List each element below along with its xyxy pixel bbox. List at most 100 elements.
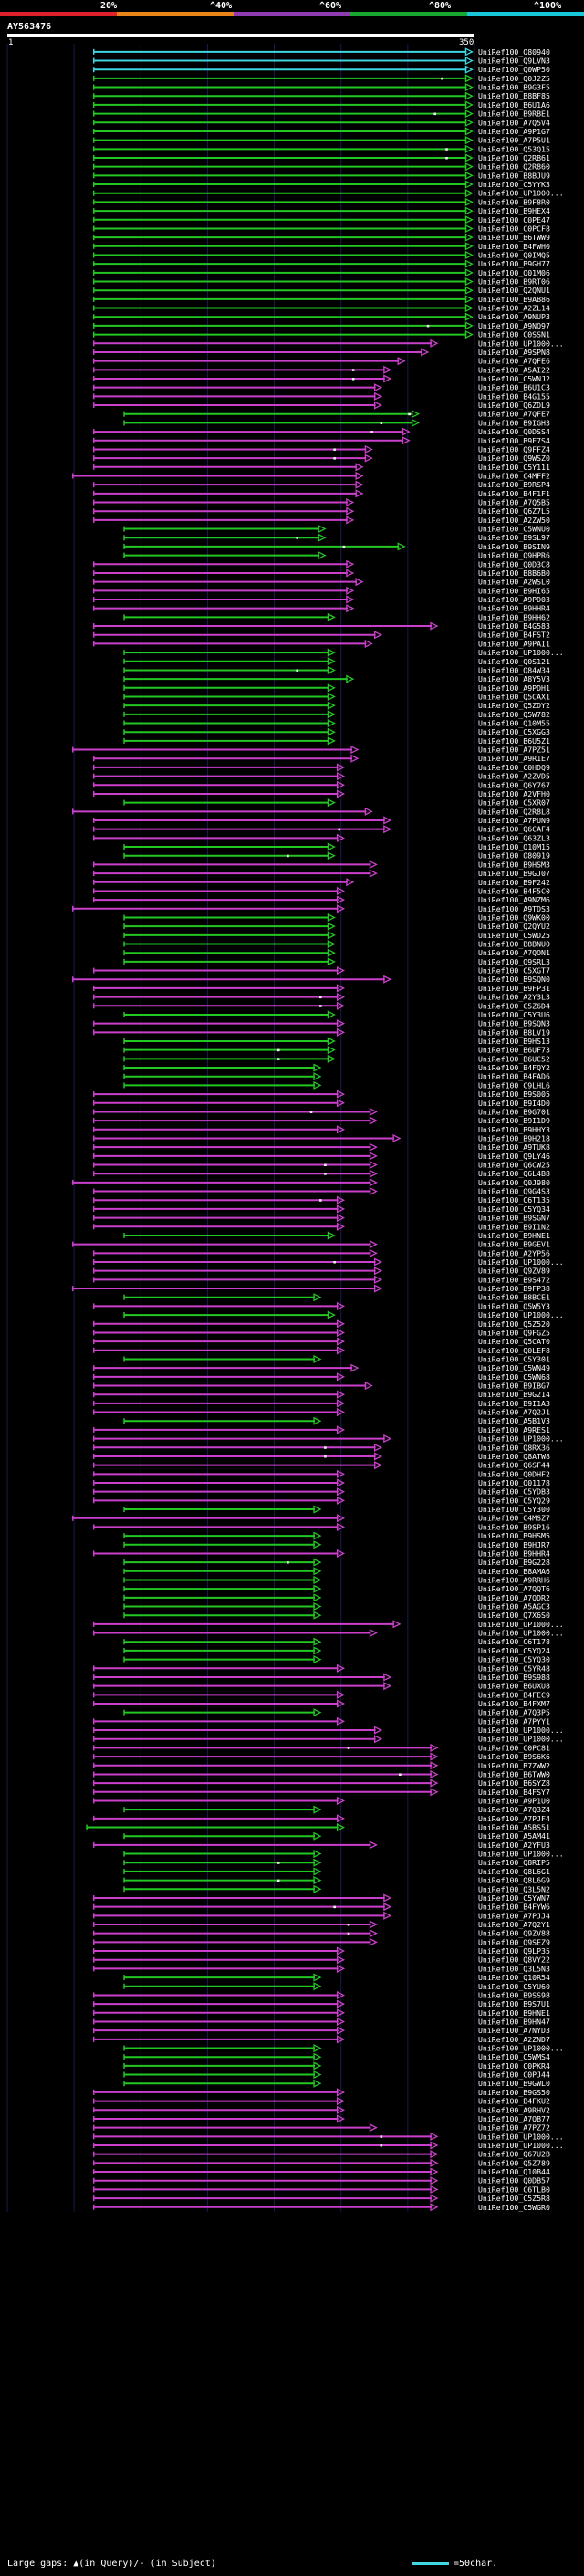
hit-label[interactable]: UniRef100_Q01178 xyxy=(478,1478,550,1487)
hit-row[interactable]: UniRef100_B9F242 xyxy=(92,878,550,887)
hit-label[interactable]: UniRef100_B6UXU8 xyxy=(478,1682,550,1691)
hit-label[interactable]: UniRef100_Q8L6G1 xyxy=(478,1867,550,1876)
hit-label[interactable]: UniRef100_C5Y300 xyxy=(478,1505,550,1514)
hit-row[interactable]: UniRef100_A9RHV2 xyxy=(92,2105,550,2114)
hit-row[interactable]: UniRef100_B9IGH3 xyxy=(123,418,550,427)
hit-label[interactable]: UniRef100_UP1000... xyxy=(478,1735,564,1744)
hit-row[interactable]: UniRef100_B9G214 xyxy=(92,1390,550,1399)
hit-row[interactable]: UniRef100_C0PE47 xyxy=(92,215,550,224)
hit-row[interactable]: UniRef100_B4FQY2 xyxy=(123,1063,550,1072)
hit-label[interactable]: UniRef100_C0PE47 xyxy=(478,215,550,224)
hit-label[interactable]: UniRef100_B9G3F5 xyxy=(478,83,550,92)
hit-label[interactable]: UniRef100_B8LV19 xyxy=(478,1027,550,1037)
hit-label[interactable]: UniRef100_Q7X6S0 xyxy=(478,1611,550,1620)
hit-row[interactable]: UniRef100_UP1000... xyxy=(92,1620,564,1629)
hit-label[interactable]: UniRef100_A5AI22 xyxy=(478,365,550,374)
hit-label[interactable]: UniRef100_Q10M15 xyxy=(478,842,550,851)
hit-row[interactable]: UniRef100_A7QDR2 xyxy=(123,1593,550,1602)
hit-label[interactable]: UniRef100_C5WNU0 xyxy=(478,525,550,534)
hit-label[interactable]: UniRef100_C5Y111 xyxy=(478,463,550,472)
hit-row[interactable]: UniRef100_B6U1A6 xyxy=(92,100,550,110)
hit-row[interactable]: UniRef100_B9HEX4 xyxy=(92,206,550,215)
hit-row[interactable]: UniRef100_A2ZND7 xyxy=(92,2035,550,2044)
hit-label[interactable]: UniRef100_C0HDQ9 xyxy=(478,763,550,772)
hit-label[interactable]: UniRef100_A7QFE6 xyxy=(478,357,550,366)
hit-label[interactable]: UniRef100_B9G701 xyxy=(478,1107,550,1116)
hit-label[interactable]: UniRef100_C5YWN7 xyxy=(478,1893,550,1903)
hit-label[interactable]: UniRef100_B9SIN9 xyxy=(478,542,550,551)
hit-row[interactable]: UniRef100_C5YR48 xyxy=(92,1663,550,1673)
hit-row[interactable]: UniRef100_C5YDB3 xyxy=(92,1487,550,1497)
hit-row[interactable]: UniRef100_B8BF85 xyxy=(92,91,550,100)
hit-label[interactable]: UniRef100_Q0WP50 xyxy=(478,65,550,74)
hit-row[interactable]: UniRef100_B9S6K6 xyxy=(92,1752,550,1761)
hit-label[interactable]: UniRef100_B9SS98 xyxy=(478,1990,550,1999)
hit-label[interactable]: UniRef100_B4FST2 xyxy=(478,631,550,640)
hit-label[interactable]: UniRef100_B9RBE1 xyxy=(478,110,550,119)
hit-row[interactable]: UniRef100_Q9SRL3 xyxy=(123,957,550,966)
hit-label[interactable]: UniRef100_A7PJJ4 xyxy=(478,1911,550,1920)
hit-row[interactable]: UniRef100_C5Y301 xyxy=(123,1354,550,1363)
hit-label[interactable]: UniRef100_Q5CAT0 xyxy=(478,1337,550,1346)
hit-label[interactable]: UniRef100_C5YQ30 xyxy=(478,1655,550,1664)
hit-row[interactable]: UniRef100_A7Q5B5 xyxy=(92,498,550,507)
hit-row[interactable]: UniRef100_B8BCE1 xyxy=(123,1293,550,1302)
hit-label[interactable]: UniRef100_A7NYD3 xyxy=(478,2026,550,2035)
hit-row[interactable]: UniRef100_A2YFU3 xyxy=(92,1841,550,1850)
hit-label[interactable]: UniRef100_Q5ZDY2 xyxy=(478,701,550,710)
hit-label[interactable]: UniRef100_A5AGC3 xyxy=(478,1602,550,1611)
hit-row[interactable]: UniRef100_B9GS50 xyxy=(92,2088,550,2097)
hit-row[interactable]: UniRef100_B9SQN3 xyxy=(92,1019,550,1028)
hit-label[interactable]: UniRef100_C5Y3U6 xyxy=(478,1010,550,1019)
hit-row[interactable]: UniRef100_A5AGC3 xyxy=(123,1602,550,1611)
hit-row[interactable]: UniRef100_Q10M55 xyxy=(123,719,550,728)
hit-row[interactable]: UniRef100_Q0J980 xyxy=(71,1178,550,1187)
hit-label[interactable]: UniRef100_C5WN68 xyxy=(478,1372,550,1382)
hit-label[interactable]: UniRef100_A7PYY1 xyxy=(478,1716,550,1726)
hit-label[interactable]: UniRef100_B9I4D0 xyxy=(478,1099,550,1108)
hit-label[interactable]: UniRef100_B8BNU0 xyxy=(478,940,550,949)
hit-row[interactable]: UniRef100_Q10M15 xyxy=(123,842,550,851)
hit-row[interactable]: UniRef100_B4FSY7 xyxy=(92,1788,550,1797)
hit-row[interactable]: UniRef100_Q10B44 xyxy=(92,2167,550,2176)
hit-row[interactable]: UniRef100_A2ZL14 xyxy=(92,304,550,313)
hit-label[interactable]: UniRef100_Q9SEZ9 xyxy=(478,1937,550,1946)
hit-label[interactable]: UniRef100_B9HI65 xyxy=(478,586,550,595)
hit-label[interactable]: UniRef100_C5WMS4 xyxy=(478,2052,550,2061)
hit-row[interactable]: UniRef100_Q6Z7L5 xyxy=(92,506,550,516)
hit-row[interactable]: UniRef100_C5WGR0 xyxy=(92,2203,550,2212)
hit-row[interactable]: UniRef100_Q67U2B xyxy=(92,2150,550,2159)
hit-row[interactable]: UniRef100_Q7X6S0 xyxy=(123,1611,550,1620)
hit-label[interactable]: UniRef100_B9SGN7 xyxy=(478,1214,550,1223)
hit-label[interactable]: UniRef100_O80919 xyxy=(478,851,550,860)
hit-label[interactable]: UniRef100_C5Y301 xyxy=(478,1354,550,1363)
hit-label[interactable]: UniRef100_A7Q2Y1 xyxy=(478,1920,550,1929)
hit-row[interactable]: UniRef100_Q9LP35 xyxy=(92,1946,550,1955)
hit-row[interactable]: UniRef100_A5AI22 xyxy=(92,365,550,374)
hit-label[interactable]: UniRef100_Q0LEF8 xyxy=(478,1346,550,1355)
hit-label[interactable]: UniRef100_B9G228 xyxy=(478,1558,550,1567)
hit-label[interactable]: UniRef100_Q10B44 xyxy=(478,2167,550,2176)
hit-label[interactable]: UniRef100_B9FP31 xyxy=(478,984,550,993)
hit-row[interactable]: UniRef100_C5Z5R8 xyxy=(92,2194,550,2203)
hit-label[interactable]: UniRef100_Q0S121 xyxy=(478,657,550,666)
hit-row[interactable]: UniRef100_UP1000... xyxy=(92,339,564,348)
hit-label[interactable]: UniRef100_B9RT06 xyxy=(478,277,550,287)
hit-label[interactable]: UniRef100_Q0DB57 xyxy=(478,2176,550,2185)
hit-row[interactable]: UniRef100_Q0D3C8 xyxy=(92,559,550,568)
hit-label[interactable]: UniRef100_A2YFU3 xyxy=(478,1841,550,1850)
hit-row[interactable]: UniRef100_A7Q2Y1 xyxy=(92,1920,550,1929)
hit-label[interactable]: UniRef100_B9GH77 xyxy=(478,259,550,268)
hit-row[interactable]: UniRef100_Q8L6G9 xyxy=(123,1876,550,1885)
hit-row[interactable]: UniRef100_A2VFH0 xyxy=(92,789,550,798)
hit-label[interactable]: UniRef100_A5AM41 xyxy=(478,1831,550,1841)
hit-row[interactable]: UniRef100_A9RRH6 xyxy=(123,1575,550,1584)
hit-label[interactable]: UniRef100_B4FAD6 xyxy=(478,1072,550,1081)
hit-label[interactable]: UniRef100_A7Q2J1 xyxy=(478,1408,550,1417)
hit-label[interactable]: UniRef100_Q6L4B8 xyxy=(478,1169,550,1178)
hit-label[interactable]: UniRef100_Q84W34 xyxy=(478,665,550,674)
hit-label[interactable]: UniRef100_A9PAI1 xyxy=(478,639,550,648)
hit-row[interactable]: UniRef100_B9S7U1 xyxy=(92,1999,550,2008)
hit-label[interactable]: UniRef100_B6UC52 xyxy=(478,1054,550,1063)
hit-label[interactable]: UniRef100_B6U1A6 xyxy=(478,100,550,110)
